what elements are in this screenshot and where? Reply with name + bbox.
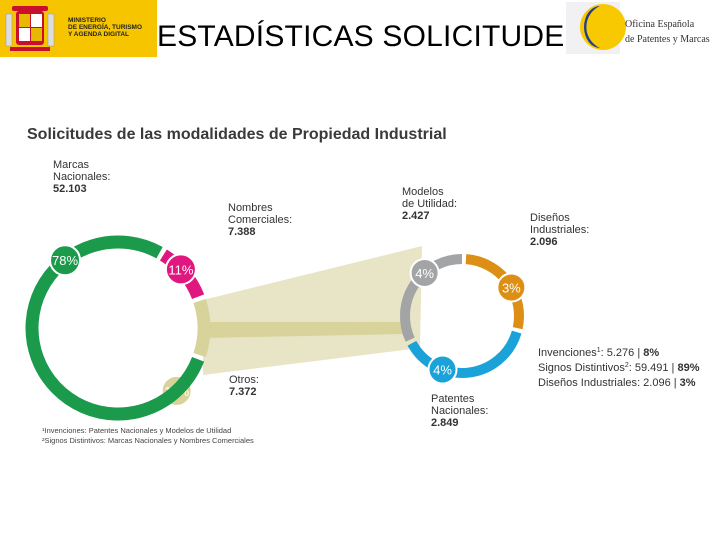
summary-row: Signos Distintivos2: 59.491 | 89% xyxy=(538,362,700,374)
chart-title: Solicitudes de las modalidades de Propie… xyxy=(27,126,447,143)
oepm-crescent-icon xyxy=(584,6,600,48)
oepm-logo xyxy=(566,2,626,54)
pct-badge xyxy=(49,244,82,277)
footnote: ¹Invenciones: Patentes Nacionales y Mode… xyxy=(42,426,231,435)
patentes-label: Patentes Nacionales: 2.849 xyxy=(431,393,492,429)
pct-badge xyxy=(427,354,458,385)
slice-marcas-nacionales xyxy=(25,235,205,421)
pct-badge xyxy=(496,272,527,303)
pct-badge xyxy=(409,257,440,288)
slice-modelos-de-utilidad xyxy=(400,254,463,342)
otros-label: Otros: 7.372 xyxy=(229,374,262,398)
summary-row: Invenciones1: 5.276 | 8% xyxy=(538,347,659,359)
marcas-label: Marcas Nacionales: 52.103 xyxy=(53,159,114,195)
total-donut: 11%78%11% xyxy=(25,235,211,421)
oepm-name: Oficina Española de Patentes y Marcas xyxy=(625,19,710,45)
pct-label: 78% xyxy=(52,253,78,268)
oepm-sun-icon xyxy=(580,4,626,50)
footnote: ²Signos Distintivos: Marcas Nacionales y… xyxy=(42,436,254,445)
connector-stripe xyxy=(203,322,405,338)
ministry-name: MINISTERIO DE ENERGÍA, TURISMO Y AGENDA … xyxy=(68,17,143,38)
nombres-label: Nombres Comerciales: 7.388 xyxy=(228,202,295,238)
pct-badge xyxy=(164,253,197,286)
pct-label: 4% xyxy=(415,266,434,281)
slice-patentes-nacionales xyxy=(407,330,522,378)
otros-donut: 3% 4% 4% xyxy=(400,254,527,385)
slice-otros xyxy=(193,298,211,358)
pct-label: 3% xyxy=(502,281,521,296)
disenos-label: Diseños Industriales: 2.096 xyxy=(530,212,592,248)
connector-band xyxy=(203,246,422,375)
pct-label: 11% xyxy=(168,262,193,277)
summary-row: Diseños Industriales: 2.096 | 3% xyxy=(538,377,696,389)
modelos-label: Modelos de Utilidad: 2.427 xyxy=(402,186,460,222)
pct-label: 4% xyxy=(433,363,452,378)
coat-of-arms-icon xyxy=(5,6,55,51)
summary-block: Invenciones1: 5.276 | 8% Signos Distinti… xyxy=(538,347,700,389)
slide-title: ESTADÍSTICAS SOLICITUDES xyxy=(157,20,585,53)
ministry-logo: MINISTERIO DE ENERGÍA, TURISMO Y AGENDA … xyxy=(0,0,157,57)
